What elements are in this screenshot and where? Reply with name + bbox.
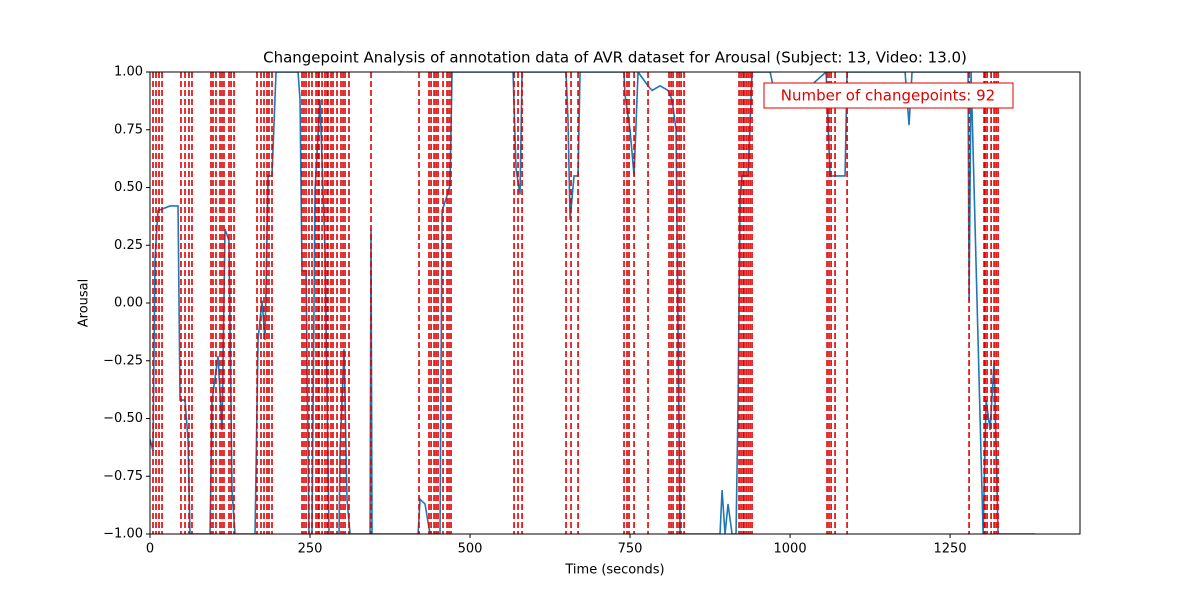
y-tick-label: 0.25 (114, 238, 143, 253)
y-axis-label: Arousal (77, 279, 92, 328)
y-tick-label: −1.00 (103, 527, 143, 542)
y-tick-label: −0.75 (103, 469, 143, 484)
x-tick-label: 750 (618, 542, 643, 557)
x-tick-label: 0 (146, 542, 154, 557)
y-tick-label: 1.00 (114, 65, 143, 80)
y-tick-label: −0.50 (103, 411, 143, 426)
y-tick-label: −0.25 (103, 353, 143, 368)
y-tick-label: 0.50 (114, 180, 143, 195)
annotation: Number of changepoints: 92 (781, 87, 995, 105)
plot-area (150, 72, 1036, 534)
x-tick-label: 1000 (774, 542, 807, 557)
annotation-box (763, 82, 1014, 109)
x-axis-label: Time (seconds) (564, 563, 664, 578)
chart-title: Changepoint Analysis of annotation data … (263, 49, 967, 67)
x-tick-label: 500 (458, 542, 483, 557)
x-tick-label: 1250 (934, 542, 967, 557)
y-tick-label: 0.00 (114, 296, 143, 311)
annotation-group: Number of changepoints: 92 (763, 82, 1014, 109)
y-tick-label: 0.75 (114, 122, 143, 137)
x-tick-label: 250 (298, 542, 323, 557)
